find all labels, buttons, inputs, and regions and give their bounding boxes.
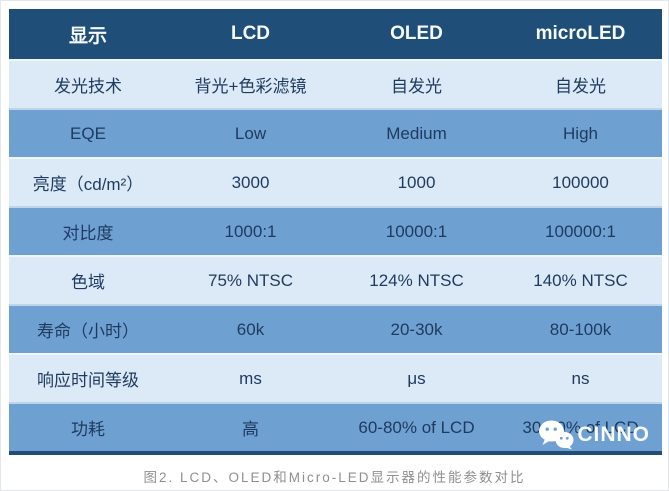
- value-cell: ms: [239, 368, 262, 388]
- table-row-response-time: 响应时间等级 ms μs ns: [9, 353, 662, 402]
- value-cell: High: [563, 123, 598, 143]
- table-row-lifetime: 寿命（小时） 60k 20-30k 80-100k: [9, 304, 662, 353]
- value-cell: Medium: [386, 123, 447, 143]
- table-bottom-border: [9, 451, 662, 455]
- value-cell: 60k: [236, 319, 265, 339]
- header-cell-display: 显示: [68, 25, 107, 47]
- value-cell: 140% NTSC: [533, 270, 628, 290]
- row-label: 响应时间等级: [37, 371, 139, 390]
- value-cell: 100000: [552, 172, 609, 192]
- row-label: 功耗: [71, 420, 105, 439]
- value-cell: 80-100k: [549, 319, 612, 339]
- table-row-gamut: 色域 75% NTSC 124% NTSC 140% NTSC: [9, 255, 662, 304]
- table-row-eqe: EQE Low Medium High: [9, 108, 662, 157]
- row-label: 色域: [71, 273, 105, 292]
- comparison-table: 显示 LCD OLED microLED 发光技术 背光+色彩滤镜 自发光 自发…: [9, 9, 662, 455]
- row-label: 对比度: [62, 224, 114, 243]
- row-label: EQE: [70, 123, 106, 143]
- value-cell: ns: [571, 368, 590, 388]
- table-row-emission-tech: 发光技术 背光+色彩滤镜 自发光 自发光: [9, 59, 662, 108]
- value-cell: 自发光: [555, 77, 606, 96]
- table-row-power: 功耗 高 60-80% of LCD 30-40% of LCD: [9, 402, 662, 451]
- value-cell: 75% NTSC: [207, 270, 294, 290]
- value-cell: Low: [234, 123, 267, 143]
- table-row-brightness: 亮度（cd/m²） 3000 1000 100000: [9, 157, 662, 206]
- value-cell: 20-30k: [390, 319, 443, 339]
- value-cell: 自发光: [391, 77, 442, 96]
- value-cell: 3000: [231, 172, 270, 192]
- value-cell: 高: [242, 420, 259, 439]
- value-cell: μs: [407, 368, 426, 388]
- value-cell: 30-40% of LCD: [522, 417, 639, 437]
- header-cell-lcd: LCD: [230, 23, 271, 44]
- table-row-contrast: 对比度 1000:1 10000:1 100000:1: [9, 206, 662, 255]
- value-cell: 背光+色彩滤镜: [194, 77, 307, 96]
- header-cell-oled: OLED: [390, 23, 443, 44]
- row-label: 寿命（小时）: [37, 322, 139, 341]
- header-cell-microled: microLED: [535, 23, 626, 44]
- row-label: 发光技术: [54, 77, 122, 96]
- table-header-row: 显示 LCD OLED microLED: [9, 9, 662, 59]
- row-label: 亮度（cd/m²）: [32, 175, 144, 194]
- figure-caption: 图2. LCD、OLED和Micro-LED显示器的性能参数对比: [143, 470, 526, 485]
- value-cell: 60-80% of LCD: [358, 417, 475, 437]
- value-cell: 10000:1: [385, 221, 448, 241]
- value-cell: 1000: [397, 172, 436, 192]
- value-cell: 1000:1: [224, 221, 277, 241]
- value-cell: 100000:1: [545, 221, 616, 241]
- value-cell: 124% NTSC: [369, 270, 464, 290]
